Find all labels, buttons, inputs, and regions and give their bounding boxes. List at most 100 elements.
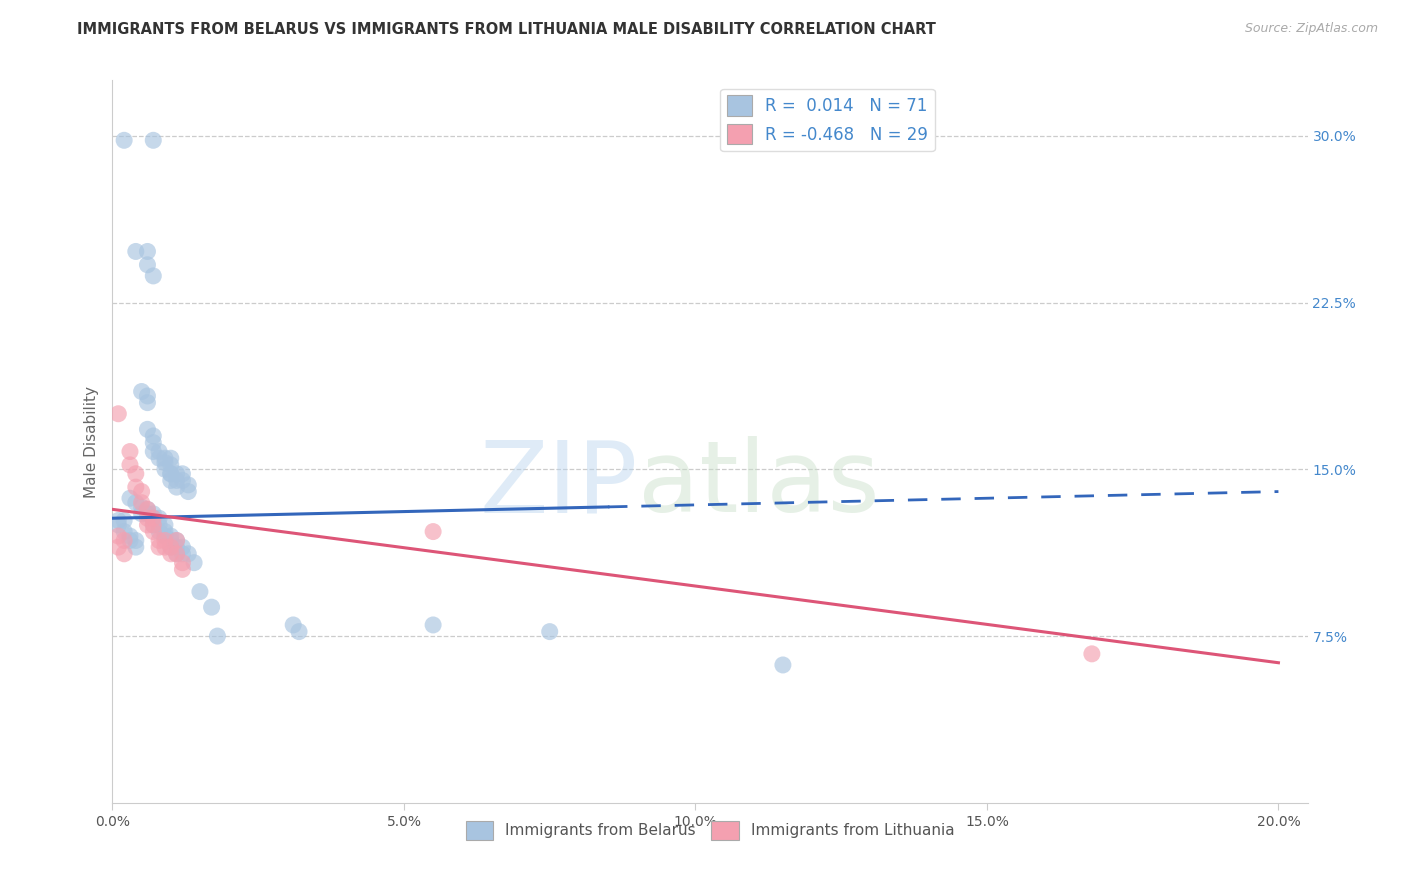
Point bbox=[159, 474, 181, 488]
Point bbox=[136, 502, 159, 516]
Point bbox=[172, 474, 194, 488]
Point bbox=[142, 507, 165, 521]
Point bbox=[118, 533, 141, 548]
Point bbox=[148, 517, 170, 532]
Point bbox=[772, 657, 794, 672]
Point bbox=[131, 484, 153, 499]
Point bbox=[136, 258, 159, 272]
Point bbox=[112, 533, 135, 548]
Point bbox=[188, 584, 211, 599]
Point bbox=[125, 496, 148, 510]
Point bbox=[136, 507, 159, 521]
Point bbox=[142, 435, 165, 450]
Point bbox=[131, 496, 153, 510]
Point bbox=[159, 451, 181, 466]
Point bbox=[125, 244, 148, 259]
Point bbox=[422, 618, 444, 632]
Point bbox=[177, 478, 200, 492]
Point bbox=[153, 462, 176, 476]
Point bbox=[288, 624, 311, 639]
Point bbox=[142, 517, 165, 532]
Point bbox=[112, 513, 135, 527]
Point bbox=[131, 384, 153, 399]
Point bbox=[1081, 647, 1104, 661]
Point bbox=[422, 524, 444, 539]
Point bbox=[183, 556, 205, 570]
Point bbox=[153, 456, 176, 470]
Point bbox=[148, 533, 170, 548]
Point bbox=[118, 491, 141, 506]
Text: ZIP: ZIP bbox=[479, 436, 638, 533]
Point bbox=[159, 458, 181, 472]
Point bbox=[148, 444, 170, 458]
Y-axis label: Male Disability: Male Disability bbox=[83, 385, 98, 498]
Point bbox=[112, 547, 135, 561]
Point bbox=[538, 624, 561, 639]
Point bbox=[207, 629, 229, 643]
Point bbox=[118, 529, 141, 543]
Point bbox=[118, 458, 141, 472]
Point bbox=[107, 513, 129, 527]
Point bbox=[177, 547, 200, 561]
Point bbox=[159, 533, 181, 548]
Point bbox=[142, 268, 165, 283]
Point bbox=[148, 524, 170, 539]
Point bbox=[153, 533, 176, 548]
Point bbox=[125, 467, 148, 481]
Point bbox=[142, 517, 165, 532]
Point bbox=[166, 474, 188, 488]
Point bbox=[153, 529, 176, 543]
Point bbox=[166, 547, 188, 561]
Point bbox=[142, 444, 165, 458]
Point bbox=[136, 502, 159, 516]
Point bbox=[136, 517, 159, 532]
Point bbox=[107, 407, 129, 421]
Point bbox=[136, 389, 159, 403]
Text: IMMIGRANTS FROM BELARUS VS IMMIGRANTS FROM LITHUANIA MALE DISABILITY CORRELATION: IMMIGRANTS FROM BELARUS VS IMMIGRANTS FR… bbox=[77, 22, 936, 37]
Point bbox=[131, 507, 153, 521]
Point bbox=[148, 511, 170, 525]
Point bbox=[166, 547, 188, 561]
Point bbox=[125, 480, 148, 494]
Point bbox=[153, 517, 176, 532]
Point bbox=[200, 600, 222, 615]
Point bbox=[283, 618, 305, 632]
Point bbox=[112, 524, 135, 539]
Legend: Immigrants from Belarus, Immigrants from Lithuania: Immigrants from Belarus, Immigrants from… bbox=[460, 815, 960, 846]
Point bbox=[166, 533, 188, 548]
Point bbox=[136, 511, 159, 525]
Point bbox=[118, 444, 141, 458]
Point bbox=[177, 484, 200, 499]
Point bbox=[166, 467, 188, 481]
Point bbox=[142, 511, 165, 525]
Point bbox=[148, 540, 170, 554]
Point bbox=[172, 540, 194, 554]
Point bbox=[159, 467, 181, 481]
Text: atlas: atlas bbox=[638, 436, 880, 533]
Point bbox=[153, 540, 176, 554]
Text: Source: ZipAtlas.com: Source: ZipAtlas.com bbox=[1244, 22, 1378, 36]
Point bbox=[125, 540, 148, 554]
Point bbox=[142, 133, 165, 147]
Point bbox=[142, 524, 165, 539]
Point bbox=[142, 429, 165, 443]
Point bbox=[153, 524, 176, 539]
Point bbox=[166, 480, 188, 494]
Point bbox=[148, 451, 170, 466]
Point bbox=[131, 500, 153, 515]
Point bbox=[136, 422, 159, 436]
Point bbox=[107, 517, 129, 532]
Point bbox=[159, 529, 181, 543]
Point bbox=[136, 244, 159, 259]
Point bbox=[172, 556, 194, 570]
Point bbox=[159, 547, 181, 561]
Point bbox=[107, 540, 129, 554]
Point bbox=[159, 540, 181, 554]
Point bbox=[172, 562, 194, 576]
Point bbox=[136, 395, 159, 409]
Point bbox=[159, 467, 181, 481]
Point bbox=[172, 547, 194, 561]
Point bbox=[112, 133, 135, 147]
Point bbox=[172, 467, 194, 481]
Point bbox=[142, 511, 165, 525]
